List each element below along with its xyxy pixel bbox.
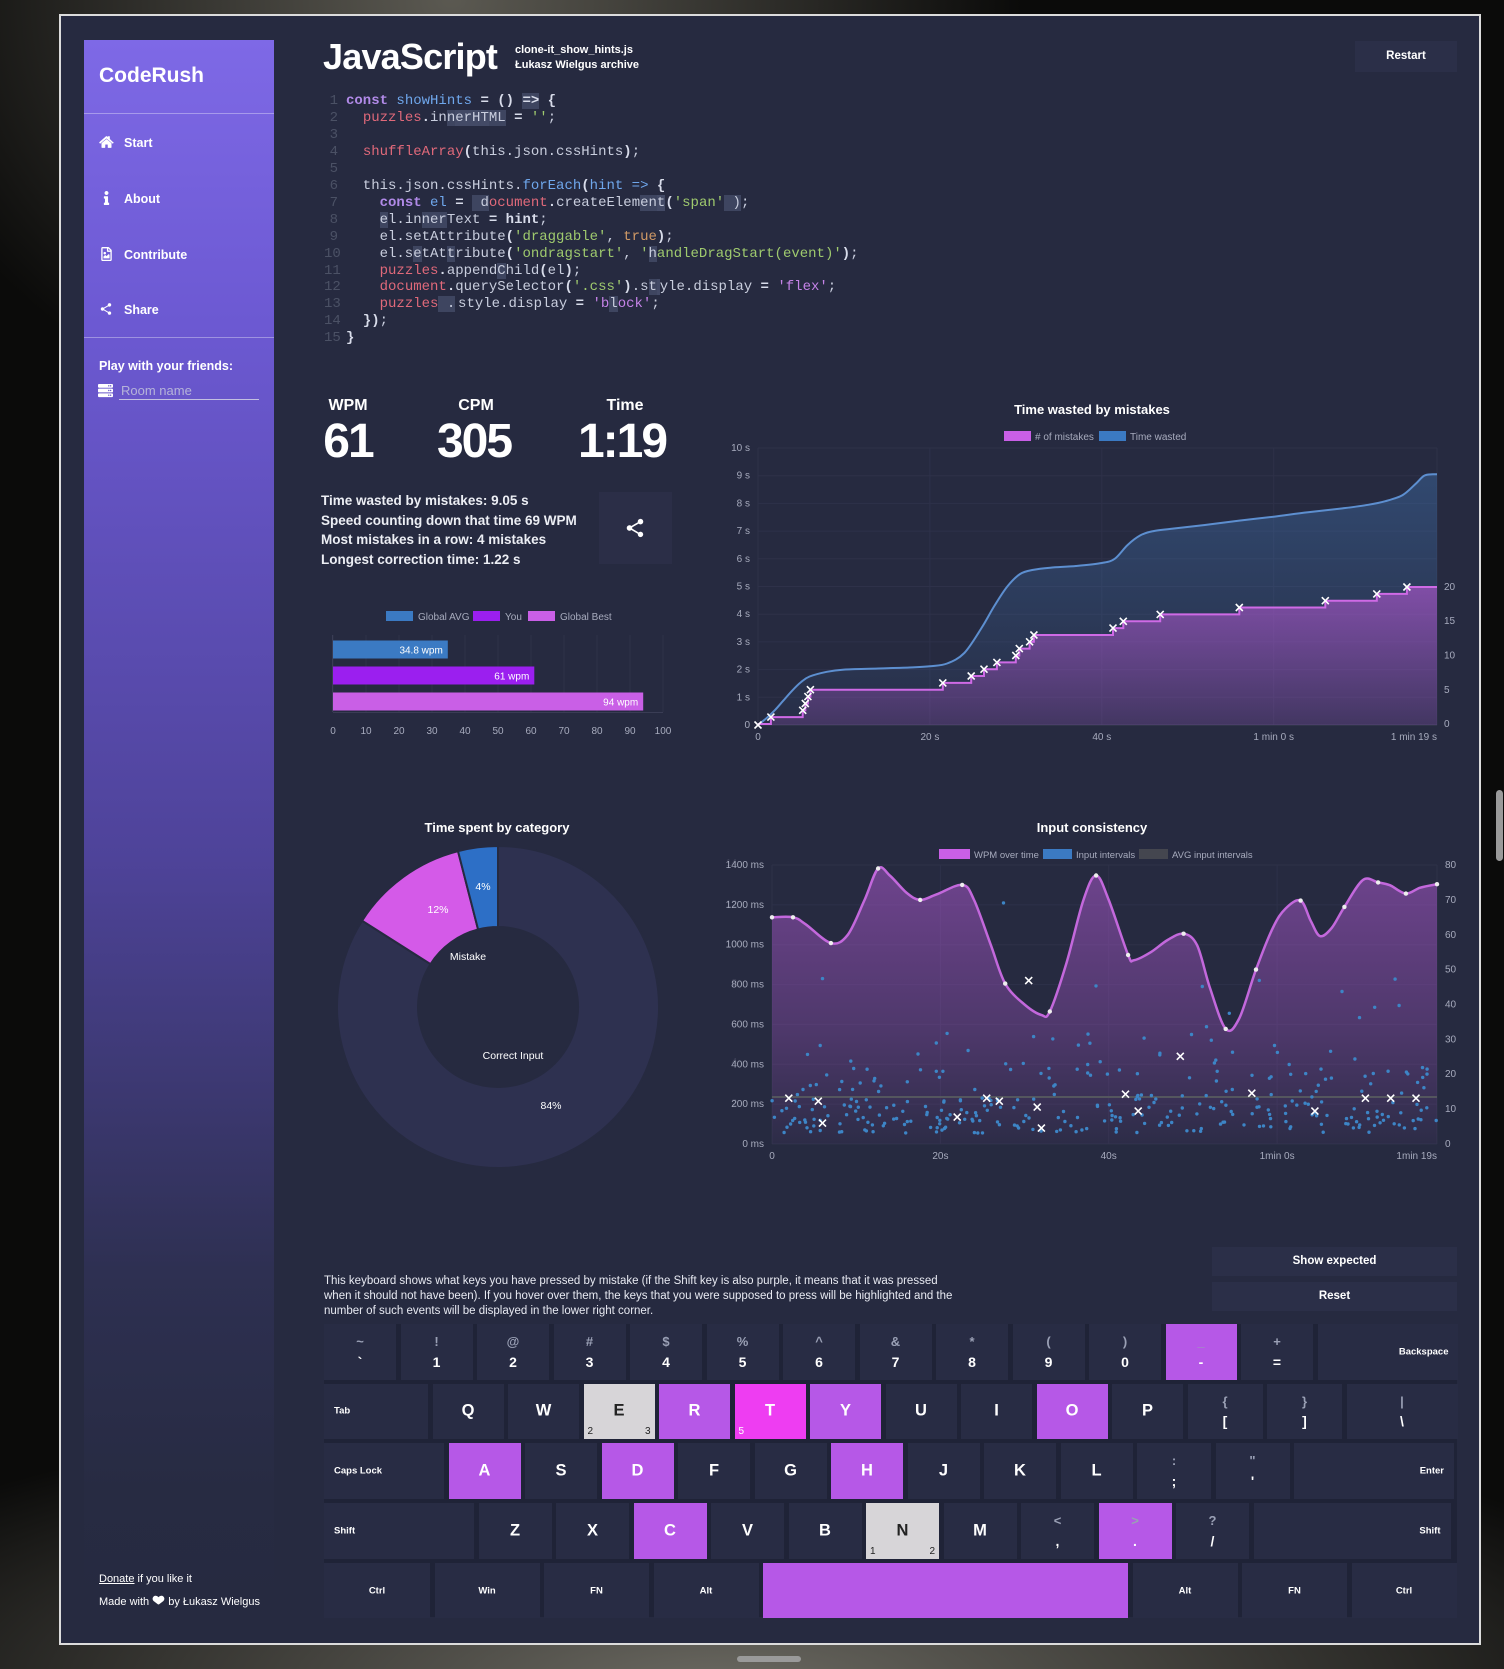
- svg-text:2: 2: [731, 1098, 737, 1109]
- svg-text:6 s: 6 s: [737, 554, 750, 565]
- svg-text:10: 10: [726, 939, 738, 950]
- svg-text:10: 10: [1444, 651, 1456, 662]
- svg-text:0: 0: [1445, 1139, 1451, 1150]
- svg-text:10 s: 10 s: [731, 443, 750, 454]
- svg-text:60: 60: [525, 726, 537, 737]
- svg-text:14: 14: [726, 858, 738, 869]
- svg-text:1000 ms: 1000 ms: [726, 940, 764, 951]
- svg-text:84%: 84%: [540, 1100, 561, 1112]
- svg-text:Global Best: Global Best: [560, 612, 612, 623]
- svg-text:Input intervals: Input intervals: [1076, 850, 1135, 861]
- svg-text:40 s: 40 s: [1092, 732, 1111, 743]
- svg-text:20: 20: [393, 726, 405, 737]
- svg-text:Time wasted: Time wasted: [1130, 432, 1186, 443]
- svg-text:Correct Input: Correct Input: [483, 1050, 544, 1062]
- svg-text:3 s: 3 s: [737, 637, 750, 648]
- svg-text:600 ms: 600 ms: [731, 1019, 764, 1030]
- svg-text:1 s: 1 s: [737, 692, 750, 703]
- svg-text:Input consistency: Input consistency: [1037, 820, 1148, 835]
- svg-text:8 s: 8 s: [737, 498, 750, 509]
- svg-text:Mistake: Mistake: [450, 951, 486, 963]
- svg-text:9 s: 9 s: [737, 471, 750, 482]
- svg-text:50: 50: [1445, 965, 1457, 976]
- svg-text:0: 0: [769, 1151, 775, 1162]
- svg-text:12: 12: [726, 899, 738, 910]
- svg-text:You: You: [505, 612, 522, 623]
- svg-text:1min 19s: 1min 19s: [1396, 1151, 1437, 1162]
- svg-text:34.8 wpm: 34.8 wpm: [399, 646, 442, 657]
- svg-text:WPM over time: WPM over time: [974, 850, 1039, 861]
- svg-text:10: 10: [360, 726, 372, 737]
- svg-text:4: 4: [731, 1057, 737, 1068]
- svg-text:80: 80: [1445, 860, 1457, 871]
- svg-text:1 min 0 s: 1 min 0 s: [1253, 732, 1294, 743]
- svg-text:90: 90: [624, 726, 636, 737]
- svg-text:8: 8: [731, 978, 737, 989]
- svg-text:40: 40: [459, 726, 471, 737]
- svg-text:80: 80: [591, 726, 603, 737]
- svg-text:0: 0: [330, 726, 336, 737]
- svg-text:10: 10: [1445, 1104, 1457, 1115]
- svg-text:6: 6: [731, 1019, 737, 1030]
- svg-text:# of mistakes: # of mistakes: [1035, 432, 1094, 443]
- svg-text:0: 0: [744, 720, 750, 731]
- svg-text:61 wpm: 61 wpm: [494, 672, 529, 683]
- svg-text:60: 60: [1445, 930, 1457, 941]
- svg-text:5: 5: [1444, 685, 1450, 696]
- svg-text:20s: 20s: [932, 1151, 948, 1162]
- svg-text:1200 ms: 1200 ms: [726, 900, 764, 911]
- svg-text:20: 20: [1445, 1069, 1457, 1080]
- svg-text:70: 70: [558, 726, 570, 737]
- svg-text:200 ms: 200 ms: [731, 1099, 764, 1110]
- svg-text:Time wasted by mistakes: Time wasted by mistakes: [1014, 402, 1170, 417]
- svg-text:0 ms: 0 ms: [742, 1139, 764, 1150]
- svg-text:15: 15: [1444, 616, 1456, 627]
- svg-text:AVG input intervals: AVG input intervals: [1172, 850, 1253, 861]
- svg-text:50: 50: [492, 726, 504, 737]
- svg-text:70: 70: [1445, 895, 1457, 906]
- svg-text:4 s: 4 s: [737, 609, 750, 620]
- svg-text:2 s: 2 s: [737, 665, 750, 676]
- svg-text:4%: 4%: [475, 881, 490, 893]
- svg-text:1 min 19 s: 1 min 19 s: [1391, 732, 1437, 743]
- svg-text:400 ms: 400 ms: [731, 1059, 764, 1070]
- svg-text:30: 30: [1445, 1034, 1457, 1045]
- svg-text:40: 40: [1445, 1000, 1457, 1011]
- svg-text:20: 20: [1444, 582, 1456, 593]
- svg-text:12%: 12%: [427, 904, 448, 916]
- svg-text:0: 0: [1444, 719, 1450, 730]
- svg-text:1min 0s: 1min 0s: [1260, 1151, 1295, 1162]
- svg-text:20 s: 20 s: [920, 732, 939, 743]
- svg-text:800 ms: 800 ms: [731, 980, 764, 991]
- svg-text:1400 ms: 1400 ms: [726, 860, 764, 871]
- svg-text:30: 30: [426, 726, 438, 737]
- svg-text:40s: 40s: [1101, 1151, 1117, 1162]
- svg-text:Global AVG: Global AVG: [418, 612, 470, 623]
- svg-text:94 wpm: 94 wpm: [603, 698, 638, 709]
- svg-text:100: 100: [655, 726, 672, 737]
- svg-text:0: 0: [755, 732, 761, 743]
- svg-text:Time spent by category: Time spent by category: [425, 820, 571, 835]
- svg-text:5 s: 5 s: [737, 582, 750, 593]
- svg-text:7 s: 7 s: [737, 526, 750, 537]
